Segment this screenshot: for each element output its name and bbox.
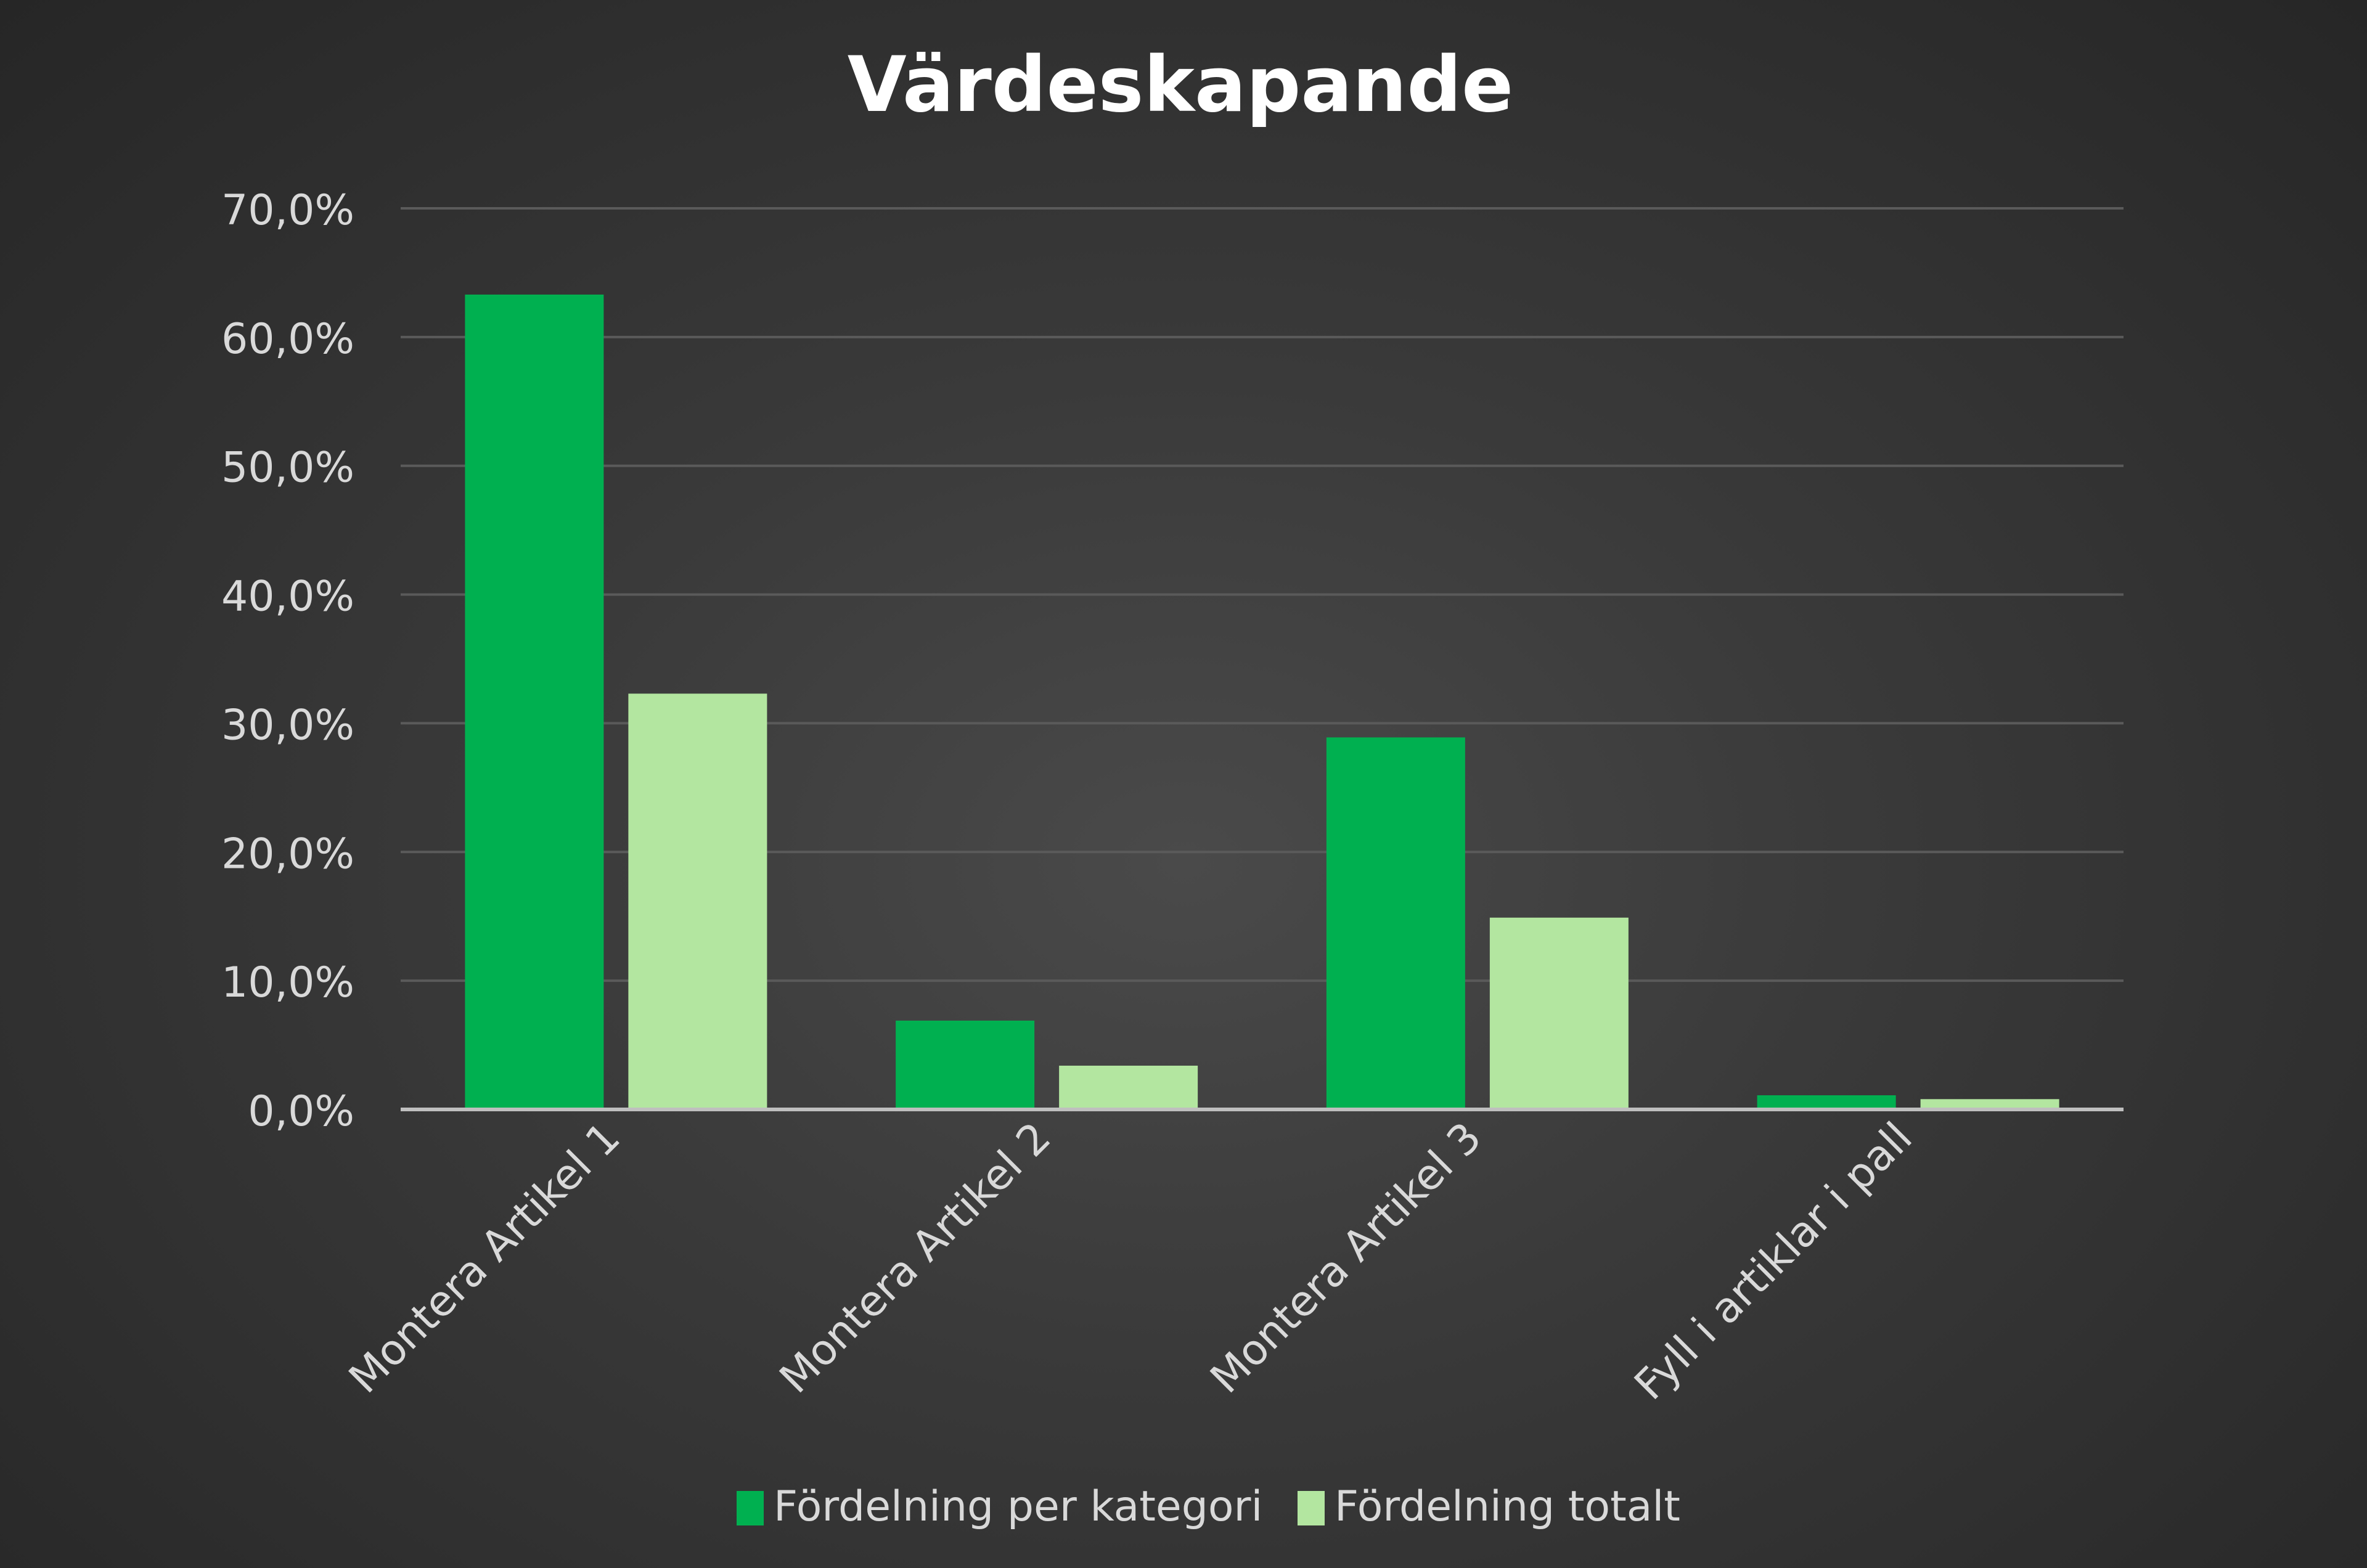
bar-per-kategori-4 [1757,1095,1896,1109]
bar-totalt-3 [1489,917,1629,1109]
bar-per-kategori-3 [1326,737,1465,1109]
y-tick-label: 20,0% [221,830,354,878]
y-tick-label: 40,0% [221,573,354,621]
legend-swatch [1298,1491,1325,1525]
bar-per-kategori-2 [896,1020,1035,1109]
bar-per-kategori-1 [465,294,604,1109]
x-tick-label: Fyll i artiklar i pall [1625,1113,1922,1410]
x-tick-label: Montera Artikel 1 [340,1113,629,1403]
legend-label: Fördelning totalt [1335,1482,1680,1531]
x-axis-tick-labels: Montera Artikel 1 Montera Artikel 2 Monter… [340,1113,1921,1410]
y-tick-label: 30,0% [221,701,354,749]
bar-totalt-1 [628,693,767,1109]
y-tick-label: 70,0% [221,186,354,235]
x-tick-label: Montera Artikel 3 [1201,1113,1491,1403]
y-axis-tick-labels: 0,0% 10,0% 20,0% 30,0% 40,0% 50,0% 60,0% 70,0% [221,186,354,1136]
bar-totalt-2 [1059,1065,1198,1109]
legend: Fördelning per kategori Fördelning totalt [737,1482,1680,1531]
y-tick-label: 50,0% [221,444,354,492]
y-tick-label: 0,0% [248,1087,354,1136]
bar-totalt-4 [1920,1099,2059,1109]
bars [465,294,2059,1109]
x-tick-label: Montera Artikel 2 [771,1113,1060,1403]
legend-swatch [737,1491,764,1525]
y-tick-label: 60,0% [221,315,354,364]
legend-label: Fördelning per kategori [774,1482,1262,1531]
chart-title: Värdeskapande [848,41,1513,129]
y-tick-label: 10,0% [221,958,354,1007]
